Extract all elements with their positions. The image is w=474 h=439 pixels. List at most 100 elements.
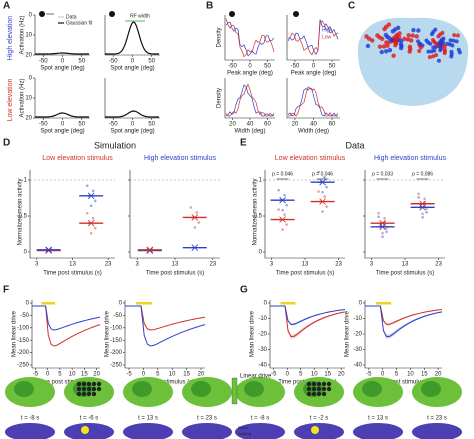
- point: [321, 210, 324, 213]
- stimulus-icon: [293, 11, 299, 17]
- y-tick-label: 10: [25, 96, 32, 102]
- state-map: [5, 423, 55, 439]
- y-tick-label: 0: [119, 301, 123, 307]
- point: [281, 228, 284, 231]
- cell: [316, 386, 322, 392]
- state-label: Silent: [238, 425, 249, 430]
- cell: [397, 35, 402, 40]
- cell: [424, 38, 429, 43]
- point: [323, 175, 326, 179]
- axis: [124, 300, 205, 369]
- cell: [91, 386, 97, 392]
- x-tick-label: 20: [338, 372, 345, 378]
- state-map: [182, 423, 232, 439]
- y-tick-label: -50: [113, 313, 122, 319]
- y-tick-label: -250: [110, 363, 123, 369]
- x-tick-label: 13: [402, 262, 409, 268]
- axis: [129, 170, 220, 259]
- cell: [383, 32, 389, 38]
- x-tick-label: 23: [435, 262, 442, 268]
- x-tick-label: -50: [228, 64, 237, 70]
- axis: [34, 78, 90, 119]
- point: [419, 202, 422, 206]
- p-value: p = 0.086: [412, 171, 433, 177]
- cell: [407, 49, 412, 54]
- cell: [454, 39, 459, 44]
- time-label: t = 13 s: [368, 416, 388, 422]
- error-band: [270, 306, 345, 339]
- mean-marker: [279, 216, 286, 223]
- cell: [311, 391, 317, 397]
- cell: [418, 45, 424, 50]
- mean-curve: [125, 305, 206, 331]
- x-tick-label: 3: [370, 262, 374, 268]
- cell: [306, 386, 312, 392]
- x-tick-label: 23: [105, 262, 112, 268]
- x-tick-label: 0: [312, 64, 316, 70]
- y-tick-label: 0: [29, 13, 33, 19]
- x-tick-label: 0: [286, 372, 290, 378]
- state-map: [353, 423, 403, 439]
- cell: [398, 45, 404, 51]
- time-label: t = 23 s: [197, 416, 217, 422]
- x-axis-label: Width (deg): [234, 129, 265, 135]
- time-label: t = -8 s: [21, 416, 40, 422]
- point: [91, 216, 95, 220]
- error-band: [270, 306, 345, 326]
- cell: [457, 50, 462, 55]
- p-value: p = 0.046: [272, 171, 293, 177]
- point: [93, 226, 97, 230]
- cell: [375, 33, 380, 38]
- y-tick-label: -100: [17, 325, 30, 331]
- axis: [224, 78, 275, 119]
- x-axis-label: Time post stimulus (s): [146, 271, 204, 277]
- cell: [416, 28, 421, 33]
- x-tick-label: 5: [156, 372, 160, 378]
- y-tick-label: -150: [110, 338, 123, 344]
- p-value: p = 0.033: [372, 171, 393, 177]
- cell: [96, 386, 102, 392]
- x-tick-label: 50: [148, 59, 155, 65]
- x-tick-label: 60: [264, 122, 271, 128]
- time-label: t = -8 s: [251, 416, 270, 422]
- legend-label: High: [322, 27, 333, 33]
- x-axis-label: Spot angle (deg): [40, 129, 84, 135]
- panel-letter: F: [3, 285, 9, 296]
- x-tick-label: -5: [126, 372, 132, 378]
- y-tick-label: -20: [353, 332, 362, 338]
- cell: [377, 44, 383, 49]
- density-curve: [287, 19, 339, 56]
- x-axis-label: Spot angle (deg): [110, 129, 154, 135]
- x-tick-label: 0: [131, 59, 135, 65]
- x-tick-label: 0: [61, 122, 65, 128]
- density-curve: [288, 86, 339, 117]
- cell: [81, 381, 87, 387]
- data-trace: [104, 22, 160, 56]
- x-tick-label: -50: [39, 122, 48, 128]
- axis: [364, 170, 445, 259]
- x-axis-label: Time post stimulus (s): [374, 380, 432, 386]
- mean-marker: [419, 200, 426, 208]
- mean-marker: [87, 219, 95, 227]
- y-axis-label: Density: [217, 27, 223, 47]
- panel-letter: D: [3, 138, 10, 149]
- point: [425, 211, 428, 214]
- point: [381, 231, 384, 235]
- point: [423, 197, 426, 201]
- x-tick-label: 10: [69, 372, 76, 378]
- y-tick-label: 0.5: [254, 214, 263, 220]
- subtitle: Low elevation stimulus: [42, 155, 113, 162]
- y-tick-label: 10: [25, 33, 32, 39]
- cell: [81, 391, 87, 397]
- x-tick-label: -50: [39, 59, 48, 65]
- cell: [91, 391, 97, 397]
- activity-map: [362, 381, 382, 397]
- cell: [393, 43, 398, 48]
- x-axis-label: Time post stimulus (s): [376, 271, 434, 277]
- cell: [76, 386, 82, 392]
- x-tick-label: 13: [302, 262, 309, 268]
- y-axis-label: Mean linear drive: [12, 310, 18, 357]
- point: [195, 211, 199, 214]
- x-tick-label: 50: [78, 122, 85, 128]
